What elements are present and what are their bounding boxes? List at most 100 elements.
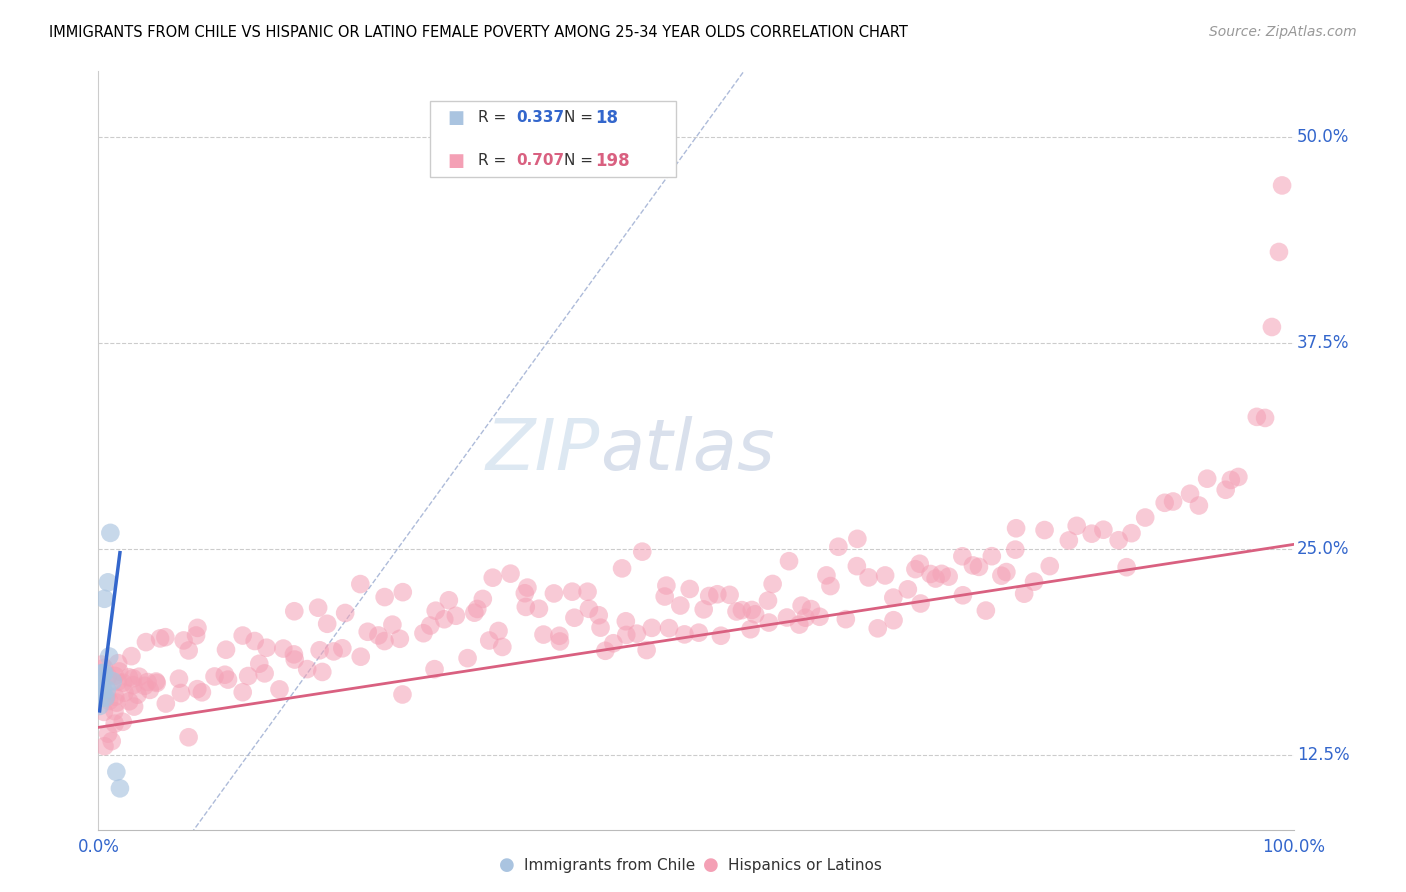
Point xyxy=(610,561,633,575)
Point xyxy=(1188,499,1211,513)
Point xyxy=(101,674,124,689)
Point xyxy=(273,641,295,656)
Point xyxy=(938,569,960,583)
Point xyxy=(488,624,510,638)
Point xyxy=(243,634,266,648)
Point xyxy=(91,665,114,680)
Point xyxy=(284,652,307,666)
Point xyxy=(97,669,120,683)
Point xyxy=(995,565,1018,579)
Point xyxy=(756,593,779,607)
Text: 12.5%: 12.5% xyxy=(1298,747,1350,764)
Point xyxy=(122,699,145,714)
Point xyxy=(820,579,842,593)
Text: ●: ● xyxy=(499,856,515,874)
Point xyxy=(588,608,610,623)
Point xyxy=(910,597,932,611)
Point xyxy=(962,558,984,573)
Point xyxy=(444,608,467,623)
Point xyxy=(381,617,404,632)
Point xyxy=(548,634,571,648)
Point xyxy=(173,633,195,648)
Point xyxy=(283,648,305,662)
Point xyxy=(145,676,167,690)
Point xyxy=(1022,574,1045,589)
Point xyxy=(543,586,565,600)
Point xyxy=(437,593,460,607)
Point xyxy=(177,643,200,657)
Point xyxy=(673,627,696,641)
Text: 37.5%: 37.5% xyxy=(1298,334,1350,352)
Point xyxy=(866,621,889,635)
Point xyxy=(589,621,612,635)
Point xyxy=(679,582,702,596)
Point xyxy=(778,554,800,568)
Point xyxy=(128,670,150,684)
Point xyxy=(136,675,159,690)
Point xyxy=(295,662,318,676)
Point xyxy=(98,694,121,708)
Point xyxy=(388,632,411,646)
Point xyxy=(98,525,122,540)
Point xyxy=(333,606,356,620)
Point xyxy=(93,591,115,606)
Text: R =: R = xyxy=(478,153,512,168)
Point xyxy=(990,568,1012,582)
Point xyxy=(710,629,733,643)
Point xyxy=(139,682,162,697)
Point xyxy=(108,781,131,796)
Point xyxy=(308,643,330,657)
Point xyxy=(90,674,112,689)
Point xyxy=(499,566,522,581)
Point xyxy=(875,568,897,582)
Point xyxy=(1246,409,1268,424)
Text: Source: ZipAtlas.com: Source: ZipAtlas.com xyxy=(1209,25,1357,39)
Point xyxy=(186,682,208,697)
Point xyxy=(1005,521,1028,535)
Point xyxy=(238,669,260,683)
Point xyxy=(191,685,214,699)
Point xyxy=(307,600,329,615)
Point xyxy=(1039,559,1062,574)
Point xyxy=(725,605,748,619)
Point xyxy=(1215,483,1237,497)
Point xyxy=(433,612,456,626)
Point xyxy=(167,672,190,686)
Point xyxy=(127,688,149,702)
Point xyxy=(98,649,121,664)
Point xyxy=(103,704,125,718)
Point xyxy=(718,588,741,602)
Point xyxy=(576,584,599,599)
Point xyxy=(283,604,305,618)
Point xyxy=(419,618,441,632)
Point xyxy=(1057,533,1080,548)
Point xyxy=(373,634,395,648)
Point xyxy=(105,764,128,779)
Point xyxy=(908,557,931,571)
Point xyxy=(463,606,485,620)
Point xyxy=(924,572,946,586)
Point xyxy=(491,640,513,654)
Point xyxy=(1268,244,1291,259)
Point xyxy=(614,615,637,629)
Point xyxy=(1121,526,1143,541)
Point xyxy=(776,610,799,624)
Point xyxy=(104,690,127,704)
Point xyxy=(1135,510,1157,524)
Point xyxy=(107,674,129,689)
Point xyxy=(91,682,114,697)
Point xyxy=(920,566,942,581)
Point xyxy=(481,571,503,585)
Point xyxy=(465,602,488,616)
Point xyxy=(515,599,537,614)
Text: ■: ■ xyxy=(447,109,464,127)
Text: 0.707: 0.707 xyxy=(516,153,564,168)
Point xyxy=(974,603,997,617)
Point xyxy=(96,682,118,697)
Point xyxy=(967,560,990,574)
Point xyxy=(423,662,446,676)
Point xyxy=(214,667,236,681)
Point xyxy=(1254,411,1277,425)
Point xyxy=(789,617,811,632)
Point xyxy=(882,591,904,605)
